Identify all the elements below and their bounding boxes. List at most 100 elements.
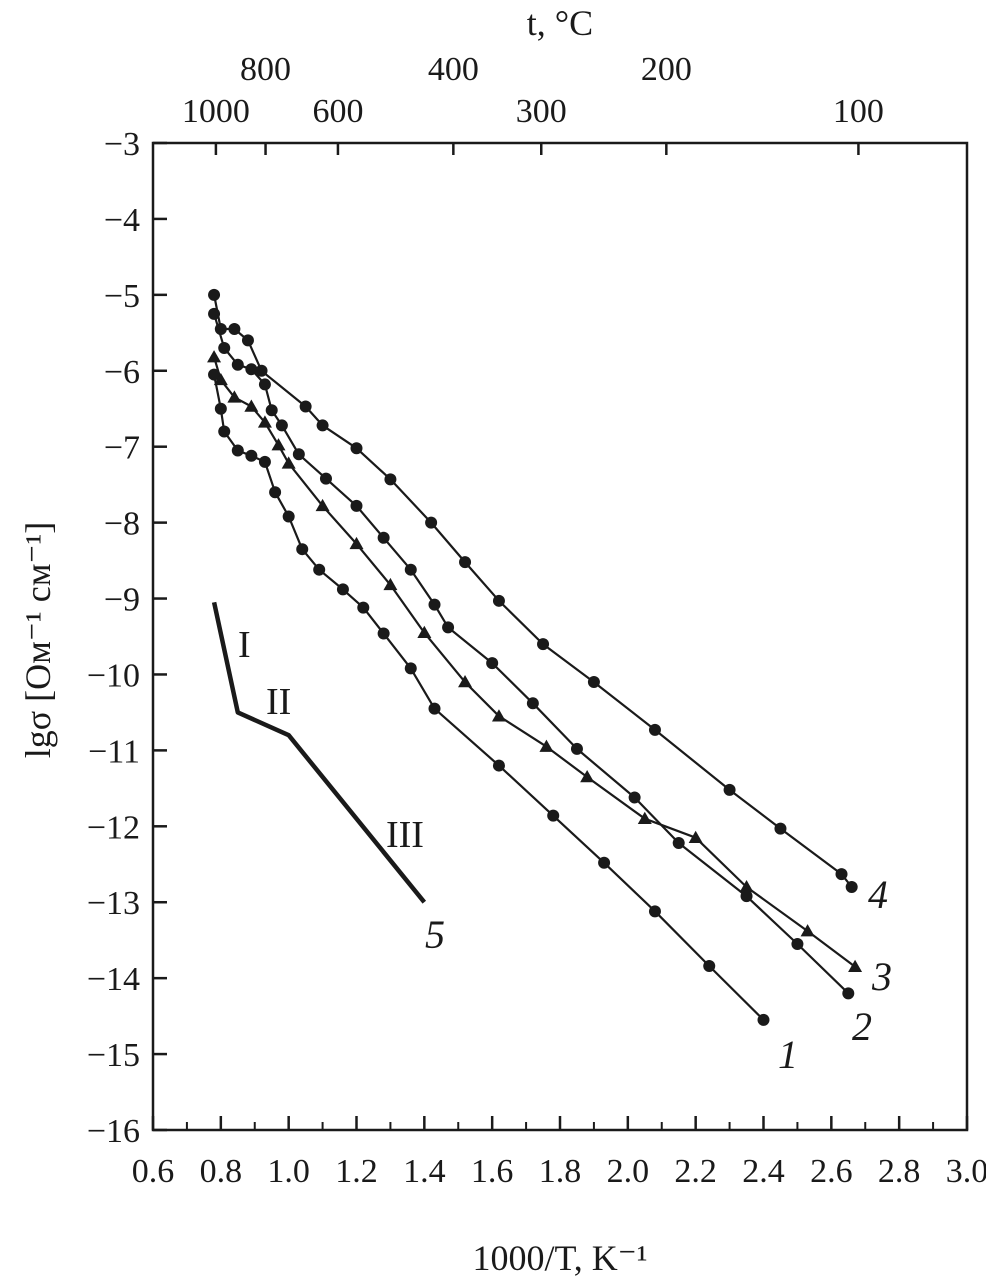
- series-3-point: [688, 830, 703, 843]
- top-tick-label: 600: [312, 93, 363, 130]
- series-1-point: [269, 486, 282, 499]
- series-4-point: [845, 881, 858, 894]
- series-3-point: [800, 924, 815, 937]
- series-2-point: [265, 404, 278, 417]
- series-4-point: [587, 676, 600, 689]
- x-tick-label: 2.8: [878, 1153, 921, 1190]
- series-1-point: [703, 960, 716, 973]
- series-1-point: [547, 809, 560, 822]
- series-2-point: [428, 598, 441, 611]
- top-axis-title: t, °C: [527, 3, 593, 43]
- series-3-point: [281, 456, 296, 469]
- x-tick-label: 1.6: [471, 1153, 514, 1190]
- series-2-point: [231, 358, 244, 371]
- series-3-point: [417, 625, 432, 638]
- series-4-point: [384, 473, 397, 486]
- series-1-point: [218, 425, 231, 438]
- curve-label-5: 5: [425, 912, 445, 957]
- y-tick-label: −8: [104, 506, 140, 543]
- series-3-point: [213, 372, 228, 386]
- series-2-point: [842, 987, 855, 1000]
- series-2-point: [350, 499, 363, 512]
- series-1-point: [313, 563, 326, 576]
- top-tick-label: 100: [833, 93, 884, 130]
- series-4-point: [255, 364, 268, 377]
- series-3-point: [848, 959, 863, 973]
- series-4-point: [492, 594, 505, 607]
- y-tick-label: −4: [104, 202, 140, 239]
- series-3-point: [257, 415, 272, 428]
- curve-label-1: 1: [778, 1032, 798, 1077]
- x-tick-label: 0.8: [200, 1153, 243, 1190]
- series-3-point: [315, 498, 330, 512]
- y-tick-label: −9: [104, 582, 140, 619]
- y-axis-title: lgσ [Ом⁻¹ см⁻¹]: [18, 522, 58, 759]
- series-2-point: [442, 621, 455, 634]
- series-1-point: [282, 510, 295, 523]
- series-1-point: [296, 543, 309, 556]
- series-2-point: [319, 472, 332, 485]
- x-tick-label: 1.4: [403, 1153, 446, 1190]
- curve-label-3: 3: [871, 954, 892, 999]
- series-2-line: [213, 313, 850, 995]
- series-4-point: [241, 334, 254, 347]
- series-4-point: [299, 400, 312, 413]
- x-tick-label: 0.6: [132, 1153, 175, 1190]
- series-2-point: [486, 657, 499, 670]
- series-4-point: [723, 783, 736, 796]
- curve-label-4: 4: [868, 872, 888, 917]
- series-1-point: [336, 583, 349, 596]
- y-tick-label: −13: [87, 885, 140, 922]
- series-3-point: [349, 536, 364, 550]
- series-2-point: [672, 837, 685, 850]
- series-4-point: [835, 868, 848, 881]
- x-tick-label: 2.6: [810, 1153, 853, 1190]
- top-axis-ticks: 800 400 200 1000 600 300 100: [182, 51, 884, 155]
- series-4-point: [214, 323, 227, 336]
- series-1-point: [214, 402, 227, 415]
- series-2-point: [377, 531, 390, 544]
- series-2-point: [791, 937, 804, 950]
- series-1-point: [231, 444, 244, 457]
- x-tick-label: 2.2: [674, 1153, 717, 1190]
- y-tick-label: −3: [104, 126, 140, 163]
- x-tick-label: 3.0: [946, 1153, 986, 1190]
- region-label-ii: II: [266, 681, 291, 723]
- curve-label-2: 2: [852, 1004, 872, 1049]
- y-tick-label: −10: [87, 657, 140, 694]
- plot-frame: [151, 141, 969, 1132]
- series-3-point: [580, 769, 595, 783]
- series-4-point: [350, 442, 363, 455]
- series-2-point: [404, 563, 417, 576]
- x-tick-label: 2.4: [742, 1153, 785, 1190]
- y-tick-label: −6: [104, 354, 140, 391]
- series-1-point: [492, 759, 505, 772]
- top-tick-label: 300: [516, 93, 567, 130]
- series-3-point: [383, 577, 398, 591]
- series-4-point: [228, 323, 241, 336]
- series-1-point: [245, 449, 258, 462]
- top-tick-label: 200: [641, 51, 692, 88]
- series-1-point: [598, 856, 611, 869]
- series-3-point: [539, 739, 554, 752]
- y-tick-label: −14: [87, 961, 140, 998]
- series-2-point: [258, 378, 271, 391]
- x-tick-label: 1.8: [539, 1153, 582, 1190]
- x-axis-ticks: 0.6 0.8 1.0 1.2 1.4 1.6 1.8 2.0 2.2 2.4 2.6 2.8 3.0: [132, 1116, 986, 1190]
- series-1-point: [357, 601, 370, 614]
- x-tick-label: 2.0: [607, 1153, 650, 1190]
- series-5-line: [211, 601, 427, 904]
- series-4-point: [425, 516, 438, 529]
- series-2-point: [526, 697, 539, 710]
- series-1-point: [428, 702, 441, 715]
- region-label-iii: III: [386, 814, 424, 856]
- series-4-point: [459, 556, 472, 569]
- series-3-point: [458, 675, 473, 688]
- series-4-point: [316, 419, 329, 432]
- series-4-point: [648, 723, 661, 736]
- y-tick-label: −12: [87, 809, 140, 846]
- series-1-point: [404, 662, 417, 675]
- series-4-point: [537, 638, 550, 651]
- series-3-point: [271, 438, 286, 451]
